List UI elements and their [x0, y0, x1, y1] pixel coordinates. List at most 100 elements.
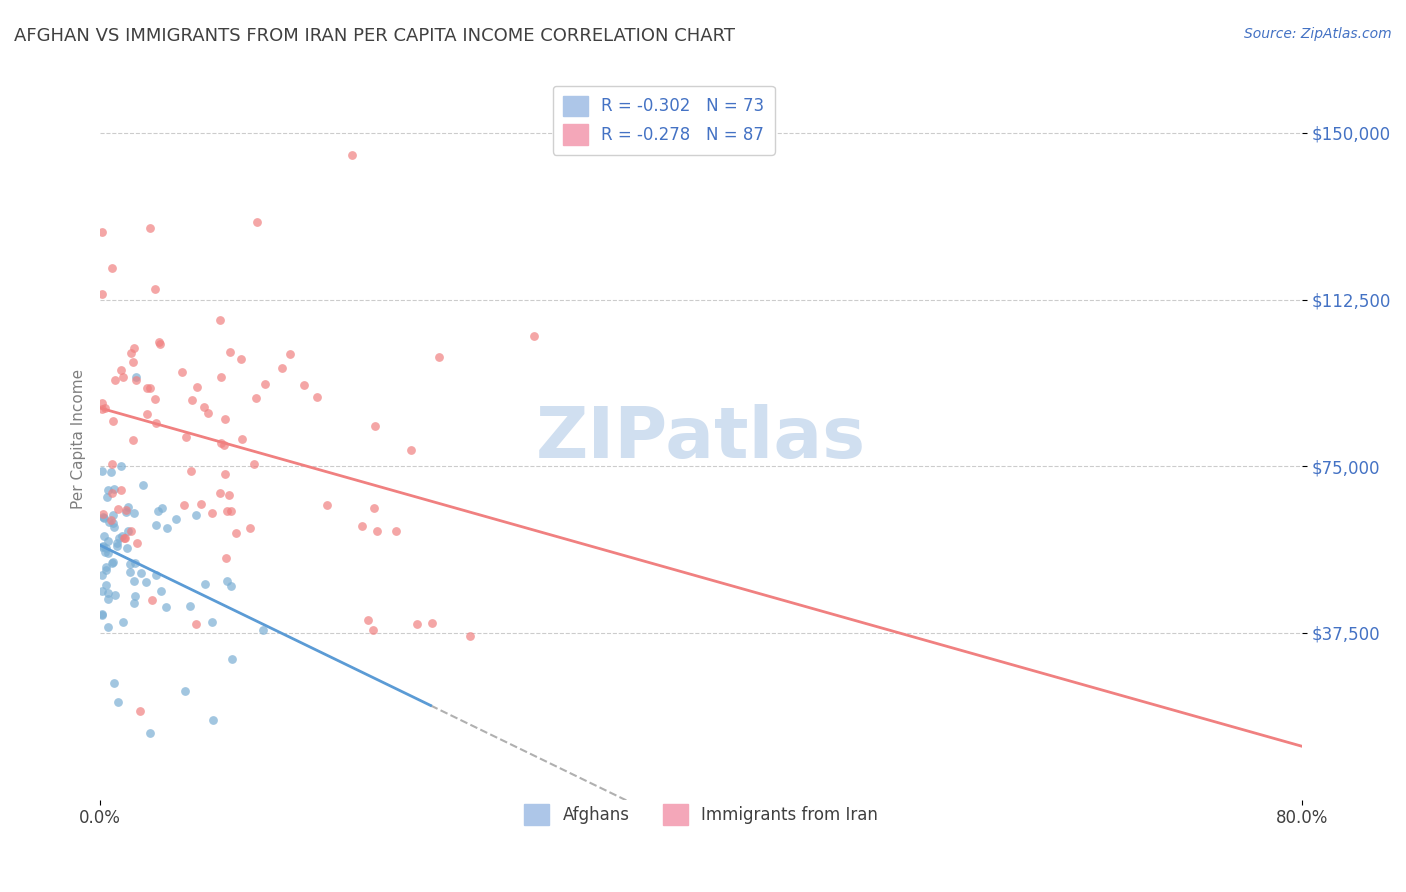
Point	[97, 620, 120, 634]
Point	[107, 532, 129, 546]
Point	[231, 432, 253, 446]
Point	[218, 344, 240, 359]
Point	[114, 505, 136, 519]
Point	[364, 419, 387, 434]
Point	[101, 516, 124, 530]
Point	[149, 584, 172, 599]
Point	[94, 560, 117, 574]
Point	[122, 355, 145, 369]
Point	[117, 500, 139, 514]
Point	[356, 613, 378, 627]
Point	[156, 521, 179, 535]
Point	[179, 599, 201, 613]
Point	[143, 281, 166, 295]
Point	[127, 535, 149, 549]
Point	[124, 370, 146, 384]
Point	[91, 401, 114, 416]
Point	[252, 623, 274, 637]
Point	[221, 579, 243, 593]
Point	[124, 596, 146, 610]
Point	[101, 556, 124, 570]
Point	[122, 341, 145, 355]
Point	[202, 713, 225, 727]
Point	[136, 381, 159, 395]
Point	[105, 535, 128, 549]
Point	[103, 675, 125, 690]
Point	[197, 406, 219, 420]
Point	[93, 511, 115, 525]
Point	[184, 508, 207, 522]
Point	[124, 556, 146, 570]
Point	[104, 373, 127, 387]
Point	[91, 509, 114, 524]
Point	[90, 584, 112, 599]
Point	[231, 351, 253, 366]
Point	[111, 529, 134, 543]
Point	[420, 615, 443, 630]
Point	[342, 148, 364, 162]
Point	[125, 373, 148, 387]
Point	[135, 407, 157, 421]
Point	[132, 478, 155, 492]
Point	[124, 589, 146, 603]
Point	[201, 615, 224, 629]
Point	[366, 524, 388, 538]
Point	[214, 467, 236, 481]
Point	[91, 287, 114, 301]
Point	[523, 329, 546, 343]
Point	[93, 529, 115, 543]
Point	[141, 593, 163, 607]
Point	[129, 566, 152, 580]
Point	[111, 615, 134, 629]
Point	[212, 438, 235, 452]
Point	[139, 220, 162, 235]
Legend: Afghans, Immigrants from Iran: Afghans, Immigrants from Iran	[515, 794, 889, 835]
Point	[110, 483, 132, 498]
Text: AFGHAN VS IMMIGRANTS FROM IRAN PER CAPITA INCOME CORRELATION CHART: AFGHAN VS IMMIGRANTS FROM IRAN PER CAPIT…	[14, 27, 735, 45]
Point	[97, 534, 120, 549]
Point	[173, 498, 195, 512]
Point	[97, 585, 120, 599]
Point	[405, 617, 427, 632]
Point	[254, 376, 277, 391]
Point	[190, 497, 212, 511]
Point	[194, 576, 217, 591]
Point	[209, 370, 232, 384]
Point	[427, 350, 450, 364]
Point	[90, 568, 112, 582]
Point	[124, 506, 146, 520]
Point	[292, 378, 315, 392]
Point	[165, 512, 187, 526]
Point	[112, 370, 135, 384]
Point	[115, 503, 138, 517]
Point	[305, 390, 328, 404]
Point	[215, 574, 238, 588]
Point	[180, 464, 202, 478]
Y-axis label: Per Capita Income: Per Capita Income	[72, 368, 86, 508]
Point	[218, 487, 240, 501]
Text: ZIPatlas: ZIPatlas	[536, 404, 866, 473]
Point	[100, 465, 122, 479]
Point	[96, 541, 118, 555]
Point	[128, 704, 150, 718]
Point	[148, 334, 170, 349]
Point	[101, 260, 124, 275]
Point	[215, 503, 238, 517]
Point	[155, 600, 177, 615]
Point	[399, 442, 422, 457]
Point	[94, 578, 117, 592]
Point	[112, 531, 135, 545]
Point	[352, 518, 374, 533]
Point	[246, 215, 269, 229]
Point	[94, 545, 117, 559]
Point	[138, 726, 160, 740]
Point	[214, 412, 236, 426]
Point	[107, 502, 129, 516]
Point	[90, 607, 112, 621]
Point	[150, 500, 173, 515]
Point	[105, 539, 128, 553]
Point	[91, 539, 114, 553]
Point	[209, 436, 232, 450]
Point	[201, 506, 224, 520]
Point	[139, 381, 162, 395]
